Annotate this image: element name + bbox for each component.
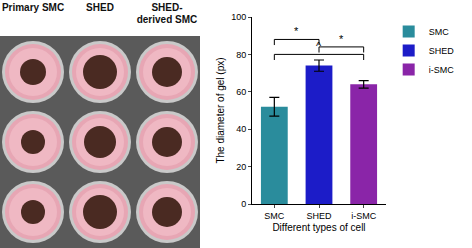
svg-text:i-SMC: i-SMC	[351, 211, 376, 221]
svg-text:The diameter of gel (px): The diameter of gel (px)	[215, 57, 226, 163]
svg-text:Different types of cell: Different types of cell	[272, 222, 365, 233]
html-text:SHED: SHED	[86, 2, 114, 13]
svg-text:SMC: SMC	[429, 27, 450, 37]
svg-text:*: *	[294, 25, 299, 37]
svg-text:SMC: SMC	[264, 211, 285, 221]
svg-text:i-SMC: i-SMC	[429, 65, 454, 75]
svg-text:40: 40	[236, 124, 246, 134]
svg-text:0: 0	[241, 199, 246, 209]
html-text:Primary SMC: Primary SMC	[1, 2, 65, 13]
svg-text:80: 80	[236, 50, 246, 60]
svg-text:100: 100	[231, 12, 246, 22]
html-text:SHED-derived SMC: SHED-derived SMC	[136, 2, 198, 25]
svg-text:^: ^	[316, 40, 322, 52]
svg-text:*: *	[339, 33, 344, 45]
svg-text:20: 20	[236, 162, 246, 172]
svg-text:60: 60	[236, 87, 246, 97]
svg-text:SHED: SHED	[429, 46, 455, 56]
svg-text:SHED: SHED	[306, 211, 332, 221]
